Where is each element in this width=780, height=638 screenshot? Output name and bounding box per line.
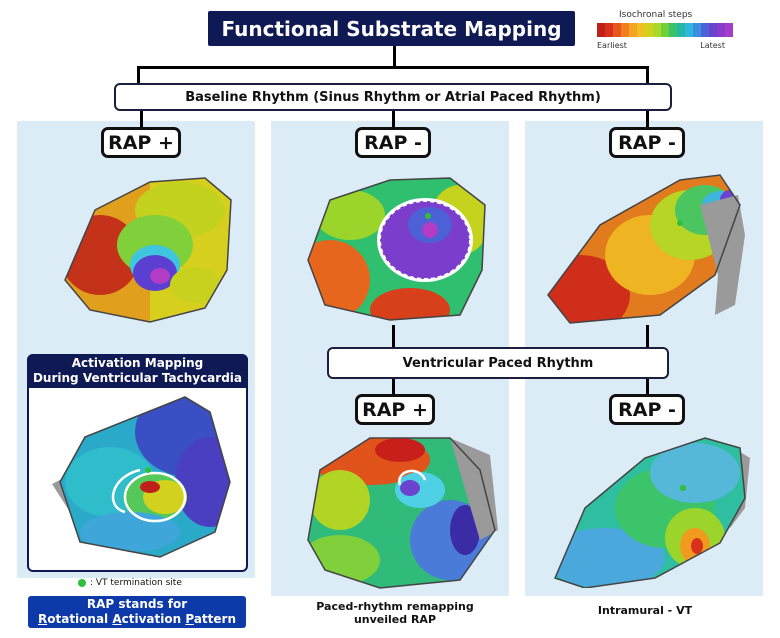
caption-middle-line2: unveiled RAP bbox=[353, 613, 437, 626]
legend-color-step bbox=[669, 23, 677, 37]
rap-initial-p: P bbox=[185, 612, 194, 626]
legend-color-step bbox=[685, 23, 693, 37]
activation-map-vt bbox=[52, 396, 231, 558]
connector-vpr-right-up bbox=[646, 325, 649, 347]
legend-color-step bbox=[629, 23, 637, 37]
green-dot-icon bbox=[78, 579, 86, 587]
activation-map-middle-bottom bbox=[307, 437, 498, 589]
rap-definition-line1: RAP stands for bbox=[86, 597, 188, 611]
caption-middle-line1: Paced-rhythm remapping bbox=[316, 600, 474, 613]
connector-horizontal-top bbox=[137, 66, 649, 69]
legend-color-step bbox=[693, 23, 701, 37]
legend-color-step bbox=[653, 23, 661, 37]
isochronal-legend: Isochronal steps Earliest Latest bbox=[597, 10, 733, 52]
vt-box-title-line1: Activation Mapping bbox=[71, 356, 204, 370]
baseline-rhythm-label: Baseline Rhythm (Sinus Rhythm or Atrial … bbox=[114, 83, 672, 111]
activation-map-middle-top bbox=[307, 177, 486, 321]
legend-label: Isochronal steps bbox=[619, 10, 693, 20]
legend-latest: Latest bbox=[700, 41, 725, 50]
legend-color-step bbox=[725, 23, 733, 37]
connector-baseline-right bbox=[646, 109, 649, 129]
rap-initial-a: A bbox=[112, 612, 122, 626]
connector-vpr-left-down bbox=[392, 377, 395, 395]
activation-map-left-top bbox=[64, 177, 232, 323]
legend-color-step bbox=[709, 23, 717, 37]
legend-color-step bbox=[597, 23, 605, 37]
rap-label-top-left: RAP + bbox=[101, 127, 181, 158]
activation-map-right-top bbox=[547, 174, 745, 324]
connector-baseline-mid bbox=[392, 109, 395, 129]
legend-color-step bbox=[717, 23, 725, 37]
legend-color-step bbox=[661, 23, 669, 37]
legend-earliest: Earliest bbox=[597, 41, 627, 50]
vt-termination-legend: : VT termination site bbox=[78, 578, 182, 588]
ventricular-paced-rhythm-label: Ventricular Paced Rhythm bbox=[327, 347, 669, 379]
connector-left-down bbox=[137, 66, 140, 84]
connector-vpr-right-down bbox=[646, 377, 649, 395]
vt-box-title-line2: During Ventricular Tachycardia bbox=[32, 371, 243, 385]
connector-right-down bbox=[646, 66, 649, 84]
connector-title-down bbox=[393, 46, 396, 68]
vt-box-title: Activation Mapping During Ventricular Ta… bbox=[27, 354, 248, 388]
rap-definition-box: RAP stands for Rotational Activation Pat… bbox=[28, 596, 246, 628]
rap-label-bottom-middle: RAP + bbox=[355, 394, 435, 425]
activation-map-right-bottom bbox=[553, 437, 750, 588]
legend-color-step bbox=[621, 23, 629, 37]
legend-color-step bbox=[645, 23, 653, 37]
caption-right: Intramural - VT bbox=[597, 604, 693, 617]
legend-color-step bbox=[701, 23, 709, 37]
vt-termination-text: : VT termination site bbox=[90, 578, 182, 588]
caption-middle: Paced-rhythm remapping unveiled RAP bbox=[300, 600, 490, 626]
rap-initial-r: R bbox=[37, 612, 48, 626]
main-title: Functional Substrate Mapping bbox=[208, 11, 575, 46]
rap-definition-line2: Rotational Activation Pattern bbox=[37, 612, 236, 626]
connector-baseline-left bbox=[140, 109, 143, 129]
legend-color-step bbox=[613, 23, 621, 37]
rap-label-top-right: RAP - bbox=[609, 127, 685, 158]
connector-vpr-left-up bbox=[392, 325, 395, 347]
rap-label-top-middle: RAP - bbox=[355, 127, 431, 158]
legend-color-step bbox=[637, 23, 645, 37]
rap-label-bottom-right: RAP - bbox=[609, 394, 685, 425]
legend-color-step bbox=[605, 23, 613, 37]
legend-color-step bbox=[677, 23, 685, 37]
legend-color-bar bbox=[597, 23, 733, 37]
